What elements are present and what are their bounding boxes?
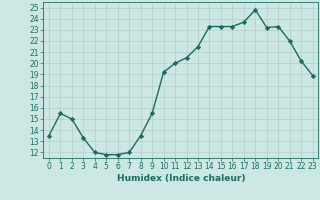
X-axis label: Humidex (Indice chaleur): Humidex (Indice chaleur)	[116, 174, 245, 183]
